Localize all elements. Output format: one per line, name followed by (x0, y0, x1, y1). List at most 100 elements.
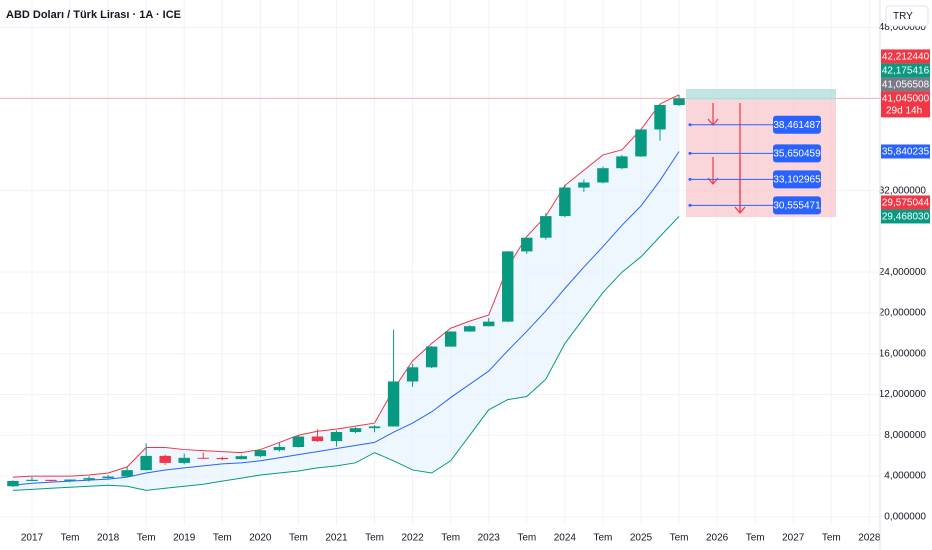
price-label-box (881, 49, 930, 64)
candle-body (406, 367, 419, 382)
level-dot (688, 203, 692, 207)
candle-body (444, 331, 457, 347)
price-label: 42,175416 (882, 66, 930, 77)
candle-body (425, 346, 438, 368)
x-tick-label: 2022 (401, 533, 424, 544)
candle-body (578, 182, 590, 188)
level-label: 38,461487 (773, 120, 821, 131)
x-tick-label: Tem (441, 533, 460, 544)
candle-body (216, 457, 228, 460)
level-dot (688, 177, 692, 181)
price-label-box (881, 144, 930, 159)
candle-body (521, 237, 533, 252)
candle-body (254, 450, 267, 457)
price-label: 41,056508 (882, 80, 930, 91)
candle-body (349, 428, 362, 433)
y-tick-label: 32,000000 (879, 185, 927, 196)
price-label: 29,575044 (882, 198, 930, 209)
candle-body (635, 129, 647, 157)
y-tick-label: 0,000000 (884, 511, 926, 522)
x-tick-label: 2019 (173, 533, 196, 544)
candle-body (140, 455, 152, 471)
candle-body (387, 381, 400, 427)
y-tick-label: 24,000000 (879, 267, 927, 278)
candle-body (273, 447, 286, 451)
level-box (773, 196, 821, 215)
candles (0, 94, 880, 487)
x-tick-label: Tem (137, 533, 156, 544)
candle-body (45, 479, 57, 481)
candle-body (102, 476, 114, 479)
y-tick-label: 4,000000 (884, 471, 926, 482)
y-tick-label: 16,000000 (879, 348, 927, 359)
band-basis (12, 151, 680, 486)
x-tick-label: 2021 (325, 533, 348, 544)
price-label-box (881, 63, 930, 78)
candle-body (26, 479, 38, 481)
x-tick-label: 2027 (782, 533, 805, 544)
candle-body (654, 105, 666, 130)
y-tick-label: 20,000000 (879, 308, 927, 319)
price-label: 41,045000 (882, 94, 930, 105)
candle-body (368, 426, 381, 429)
x-tick-label: Tem (289, 533, 308, 544)
candle-body (463, 326, 476, 332)
x-tick-label: 2026 (706, 533, 729, 544)
x-tick-label: Tem (593, 533, 612, 544)
candle-body (311, 436, 324, 442)
level-label: 30,555471 (773, 200, 821, 211)
y-tick-label: 8,000000 (884, 430, 926, 441)
band-fill (12, 94, 680, 491)
level-box (773, 144, 821, 163)
price-label-box (881, 195, 930, 210)
price-labels: 29,468030 29,575044 35,840235 41,04500029d … (881, 49, 930, 224)
x-tick-label: 2018 (97, 533, 120, 544)
price-label-box (881, 91, 930, 118)
x-tick-label: Tem (746, 533, 765, 544)
level-dot (688, 151, 692, 155)
price-label-box (881, 209, 930, 224)
price-label: 35,840235 (882, 147, 930, 158)
band-lower (12, 216, 680, 491)
candle-body (330, 432, 343, 442)
candle-body (197, 457, 209, 459)
level-box (773, 170, 821, 189)
price-label: 42,212440 (882, 52, 930, 63)
level-label: 33,102965 (773, 175, 821, 186)
currency-button[interactable] (885, 5, 929, 27)
target-box (686, 89, 836, 100)
x-tick-label: Tem (61, 533, 80, 544)
y-tick-label: 48,000000 (879, 22, 927, 33)
candle-body (502, 251, 514, 322)
candle-body (7, 480, 19, 487)
price-label: 29,468030 (882, 212, 930, 223)
candle-body (159, 455, 171, 463)
candle-body (483, 321, 495, 327)
chart-title: ABD Doları / Türk Lirası · 1A · ICE (6, 9, 181, 21)
bands (12, 94, 680, 491)
candle-body (616, 156, 628, 169)
band-upper (12, 94, 680, 478)
x-tick-label: 2023 (478, 533, 501, 544)
x-tick-label: 2024 (554, 533, 577, 544)
level-dot (688, 123, 692, 127)
x-tick-label: 2025 (630, 533, 653, 544)
candle-body (235, 456, 248, 460)
levels: 38,461487 35,650459 33,102965 30,555471 (688, 115, 821, 215)
x-tick-label: Tem (517, 533, 536, 544)
x-tick-label: 2028 (858, 533, 881, 544)
axes: 0,000000 4,000000 8,000000 12,000000 16,0000… (21, 0, 927, 550)
candle-body (540, 216, 552, 238)
price-label-box (881, 77, 930, 92)
x-tick-label: Tem (213, 533, 232, 544)
candle-body (673, 98, 685, 105)
x-tick-label: Tem (365, 533, 384, 544)
candle-body (178, 457, 190, 463)
candle-body (597, 168, 609, 183)
candle-body (64, 479, 76, 481)
candle-body (83, 478, 95, 480)
currency-label[interactable]: TRY (893, 11, 913, 22)
x-tick-label: 2020 (249, 533, 272, 544)
level-box (773, 115, 821, 134)
